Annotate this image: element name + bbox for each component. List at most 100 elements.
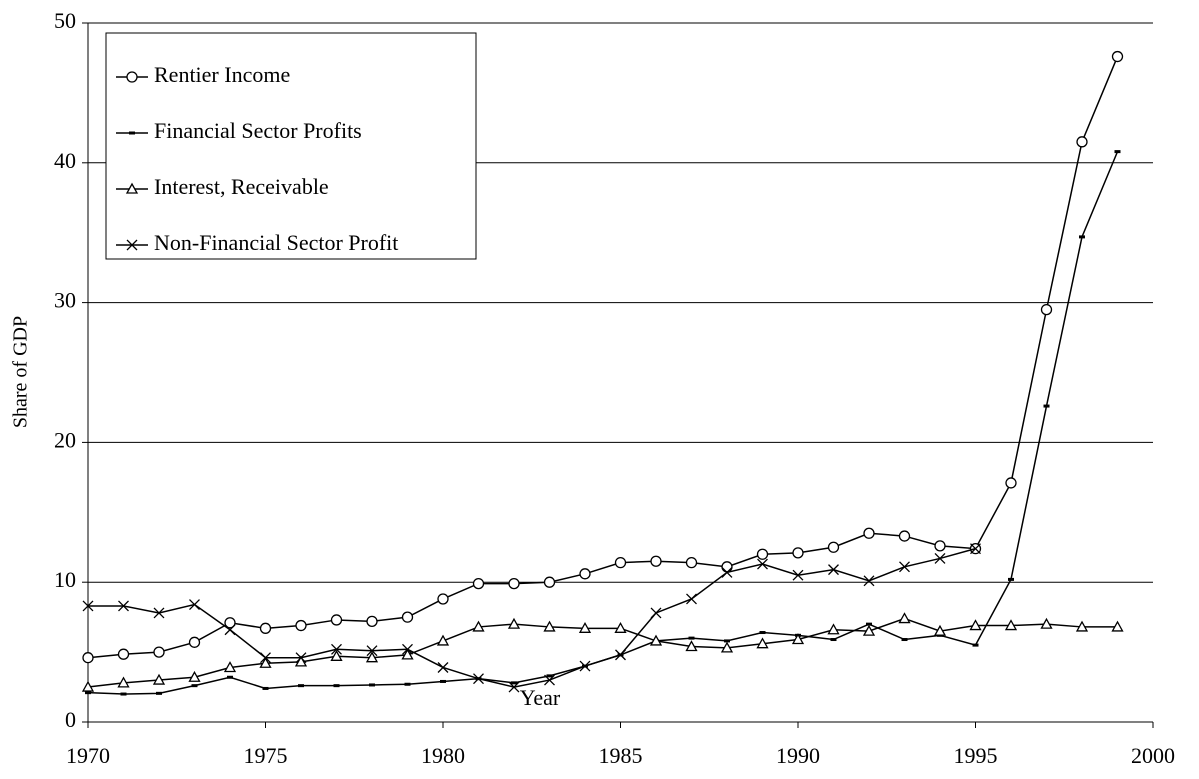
legend-label: Non-Financial Sector Profit <box>154 230 398 255</box>
marker <box>721 561 733 573</box>
marker <box>579 568 591 580</box>
marker <box>118 600 129 612</box>
marker <box>189 599 200 611</box>
marker <box>934 540 946 552</box>
marker <box>614 556 627 569</box>
marker <box>472 577 485 590</box>
marker <box>120 692 127 696</box>
legend-label: Rentier Income <box>154 62 290 87</box>
series-line <box>87 617 1118 688</box>
marker <box>756 637 769 649</box>
marker <box>649 634 663 646</box>
legend: Rentier Income Financial Sector Profits In… <box>105 32 477 260</box>
marker <box>1111 50 1124 63</box>
marker <box>792 547 804 559</box>
marker <box>898 530 911 542</box>
marker <box>507 617 521 629</box>
marker <box>126 239 138 251</box>
marker <box>188 670 201 682</box>
marker <box>863 527 875 539</box>
marker <box>152 673 166 685</box>
y-axis-label: Share of GDP <box>10 316 32 428</box>
marker <box>827 541 840 553</box>
marker <box>260 652 271 664</box>
y-tick-label: 20 <box>54 427 76 452</box>
marker <box>333 684 340 688</box>
marker <box>188 636 201 648</box>
marker <box>331 643 342 655</box>
marker <box>223 661 237 673</box>
marker <box>1111 620 1124 632</box>
marker <box>129 131 135 135</box>
x-tick-label: 1995 <box>954 743 998 768</box>
marker <box>125 182 139 194</box>
marker <box>933 624 947 636</box>
marker <box>366 645 378 657</box>
marker <box>579 660 591 672</box>
marker <box>437 662 449 673</box>
marker <box>830 638 837 642</box>
marker <box>650 607 662 619</box>
marker <box>827 623 840 635</box>
marker <box>543 620 556 632</box>
marker <box>724 639 730 643</box>
marker <box>473 673 484 685</box>
marker <box>1114 150 1121 154</box>
marker <box>294 655 308 667</box>
marker <box>508 681 520 693</box>
x-tick-label: 1975 <box>244 743 288 768</box>
marker <box>862 624 876 636</box>
marker <box>330 649 343 661</box>
y-tick-label: 0 <box>65 707 76 732</box>
marker <box>366 615 378 627</box>
marker <box>615 649 626 661</box>
marker <box>688 636 695 640</box>
marker <box>369 683 375 687</box>
marker <box>828 564 839 576</box>
series-line <box>87 56 1119 659</box>
x-tick-label: 1985 <box>599 743 643 768</box>
marker <box>224 617 236 629</box>
marker <box>295 652 307 664</box>
x-tick-label: 1990 <box>776 743 820 768</box>
marker <box>404 682 411 686</box>
marker <box>82 600 94 612</box>
marker <box>899 561 910 573</box>
x-tick-label: 1970 <box>66 743 110 768</box>
marker <box>546 674 553 678</box>
marker <box>85 691 91 695</box>
marker <box>440 679 446 683</box>
marker <box>650 555 662 567</box>
marker <box>298 684 304 688</box>
marker <box>402 643 413 655</box>
y-tick-label: 50 <box>54 8 76 33</box>
marker <box>259 622 272 634</box>
marker <box>578 621 592 633</box>
legend-box <box>105 32 477 260</box>
marker <box>1040 303 1053 316</box>
marker <box>792 569 804 581</box>
marker <box>901 638 908 642</box>
marker <box>1040 617 1053 629</box>
marker <box>82 652 94 664</box>
marker <box>330 614 343 626</box>
marker <box>224 624 236 636</box>
series-line <box>88 547 976 688</box>
y-tick-label: 30 <box>54 288 76 313</box>
legend-label: Interest, Receivable <box>154 174 329 199</box>
x-tick-label: 1980 <box>421 743 465 768</box>
marker <box>686 593 697 605</box>
x-axis-label: Year <box>520 685 561 710</box>
legend-label: Financial Sector Profits <box>154 118 362 143</box>
marker <box>1076 136 1088 148</box>
y-tick-label: 40 <box>54 148 76 173</box>
marker <box>863 575 875 587</box>
marker <box>1079 235 1085 239</box>
marker <box>970 543 981 555</box>
marker <box>227 675 233 679</box>
marker <box>153 607 165 619</box>
marker <box>437 593 449 605</box>
marker <box>1004 619 1018 631</box>
marker <box>511 681 517 685</box>
